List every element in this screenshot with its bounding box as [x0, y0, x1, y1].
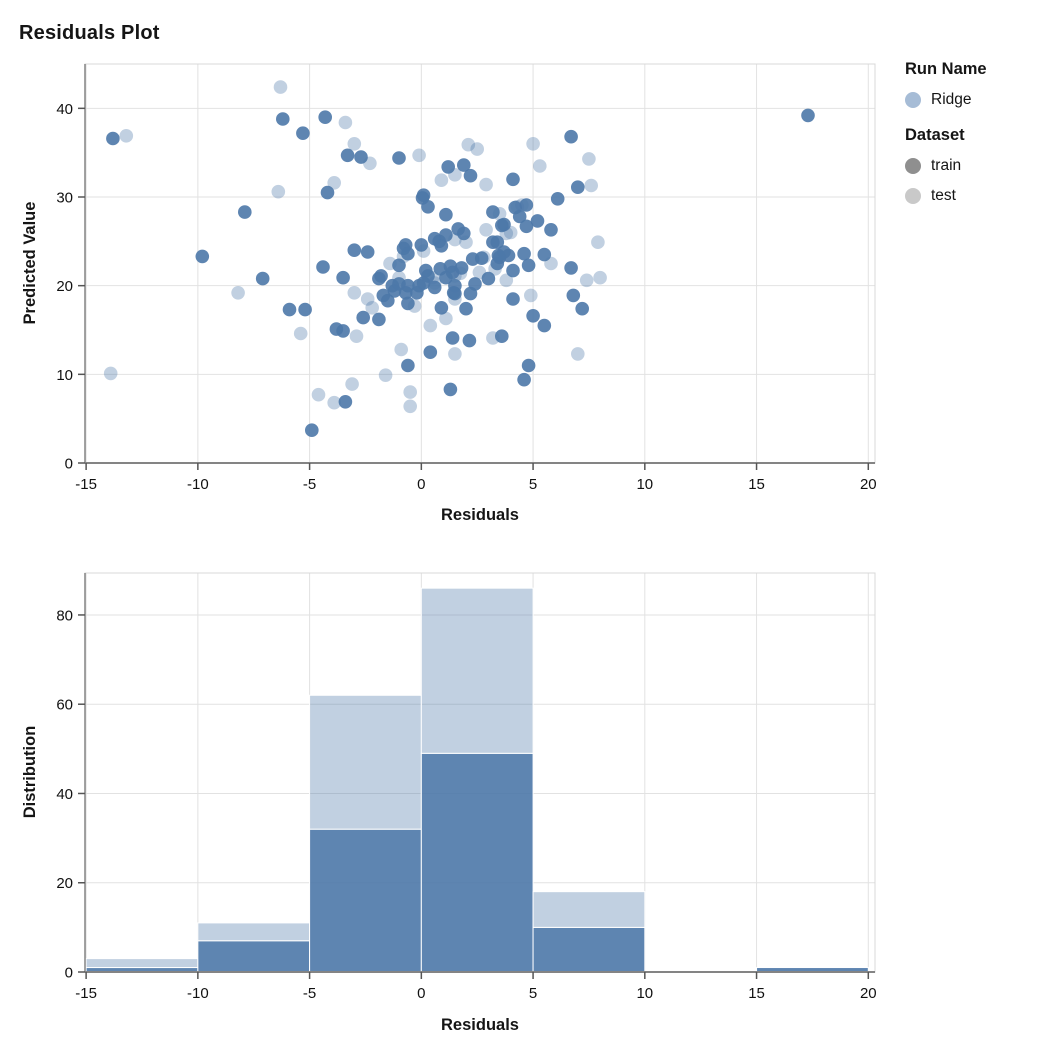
hist-bar-test — [420, 587, 534, 754]
svg-text:-10: -10 — [187, 985, 209, 1002]
legend-dataset-item-test: test — [905, 186, 987, 206]
hist-bar-test — [197, 922, 311, 942]
hist-bar-train — [197, 940, 311, 973]
legend-run-label: Ridge — [931, 91, 972, 108]
scatter-y-axis-title: Predicted Value — [21, 201, 39, 325]
legend-dataset-swatch-icon — [905, 188, 921, 204]
legend: Run Name Ridge Dataset train test — [905, 60, 987, 216]
histogram-bars — [85, 587, 869, 973]
legend-dataset-label: train — [931, 157, 962, 174]
scatter-plot: -15 -10 -5 0 5 10 15 20 0 10 20 30 40 — [56, 63, 877, 493]
svg-text:30: 30 — [56, 190, 73, 207]
svg-text:40: 40 — [56, 101, 73, 118]
svg-text:15: 15 — [748, 476, 765, 493]
legend-dataset-swatch-icon — [905, 158, 921, 174]
svg-text:5: 5 — [529, 985, 537, 1002]
legend-dataset-title: Dataset — [905, 126, 965, 144]
svg-text:10: 10 — [636, 985, 653, 1002]
svg-text:20: 20 — [860, 985, 877, 1002]
svg-text:20: 20 — [56, 875, 73, 892]
hist-bar-test — [309, 694, 422, 830]
svg-text:80: 80 — [56, 607, 73, 624]
svg-text:-15: -15 — [75, 985, 97, 1002]
svg-text:5: 5 — [529, 476, 537, 493]
legend-runs: Ridge — [905, 90, 987, 110]
hist-bar-test — [85, 958, 199, 969]
svg-text:0: 0 — [417, 985, 425, 1002]
svg-text:-15: -15 — [75, 476, 97, 493]
svg-text:0: 0 — [65, 965, 73, 982]
histogram-y-axis-title: Distribution — [21, 725, 39, 819]
hist-bar-train — [420, 752, 534, 973]
svg-text:10: 10 — [636, 476, 653, 493]
histogram-plot-axes: -15 -10 -5 0 5 10 15 20 0 20 40 60 80 — [56, 573, 877, 1002]
scatter-points-train — [106, 108, 815, 438]
legend-run-name-title: Run Name — [905, 60, 987, 78]
histogram-plot: -15 -10 -5 0 5 10 15 20 0 20 40 60 80 — [56, 572, 877, 1002]
svg-text:-5: -5 — [303, 476, 316, 493]
hist-bar-train — [309, 828, 422, 973]
svg-text:0: 0 — [417, 476, 425, 493]
hist-bar-test — [532, 891, 646, 928]
legend-dataset-item-train: train — [905, 156, 987, 176]
svg-text:0: 0 — [65, 456, 73, 473]
legend-run-item-Ridge: Ridge — [905, 90, 987, 110]
legend-run-swatch-icon — [905, 92, 921, 108]
page-title: Residuals Plot — [19, 22, 160, 44]
legend-datasets: train test — [905, 156, 987, 206]
svg-text:20: 20 — [860, 476, 877, 493]
svg-text:-5: -5 — [303, 985, 316, 1002]
svg-text:10: 10 — [56, 367, 73, 384]
svg-text:20: 20 — [56, 278, 73, 295]
legend-dataset-label: test — [931, 187, 956, 204]
svg-text:-10: -10 — [187, 476, 209, 493]
svg-text:60: 60 — [56, 697, 73, 714]
hist-bar-train — [532, 926, 646, 973]
histogram-x-axis-title: Residuals — [441, 1016, 519, 1034]
scatter-plot-axes: -15 -10 -5 0 5 10 15 20 0 10 20 30 40 — [56, 64, 877, 493]
svg-text:40: 40 — [56, 786, 73, 803]
scatter-x-axis-title: Residuals — [441, 506, 519, 524]
svg-text:15: 15 — [748, 985, 765, 1002]
